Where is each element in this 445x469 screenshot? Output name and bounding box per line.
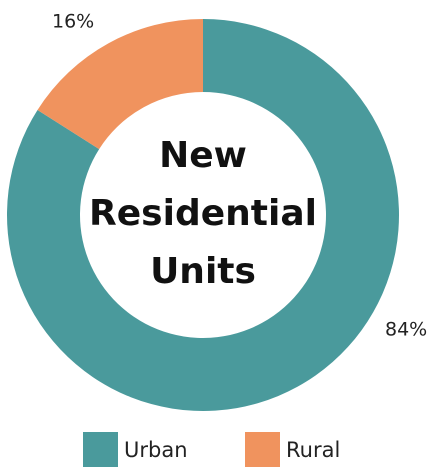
legend-swatch [83, 432, 118, 467]
legend-label: Urban [124, 438, 188, 462]
data-label: 84% [385, 319, 427, 341]
chart-title: New Residential Units [89, 135, 317, 292]
data-label: 16% [52, 11, 94, 33]
donut-segment [37, 19, 204, 150]
donut-segment [6, 19, 400, 412]
legend-label: Rural [286, 438, 340, 462]
legend-swatch [245, 432, 280, 467]
